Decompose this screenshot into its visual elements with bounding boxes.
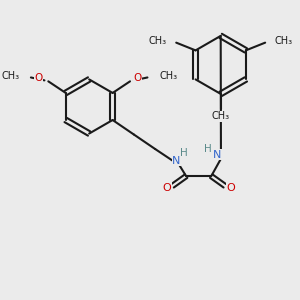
Text: O: O [162, 183, 171, 193]
Text: CH₃: CH₃ [1, 70, 19, 80]
Text: H: H [180, 148, 188, 158]
Text: CH₃: CH₃ [275, 36, 293, 46]
Text: CH₃: CH₃ [148, 36, 166, 46]
Text: CH₃: CH₃ [212, 111, 230, 121]
Text: N: N [213, 150, 221, 160]
Text: H: H [203, 144, 211, 154]
Text: CH₃: CH₃ [159, 70, 177, 80]
Text: O: O [134, 74, 142, 83]
Text: N: N [172, 156, 181, 166]
Text: O: O [34, 74, 43, 83]
Text: O: O [226, 183, 235, 193]
